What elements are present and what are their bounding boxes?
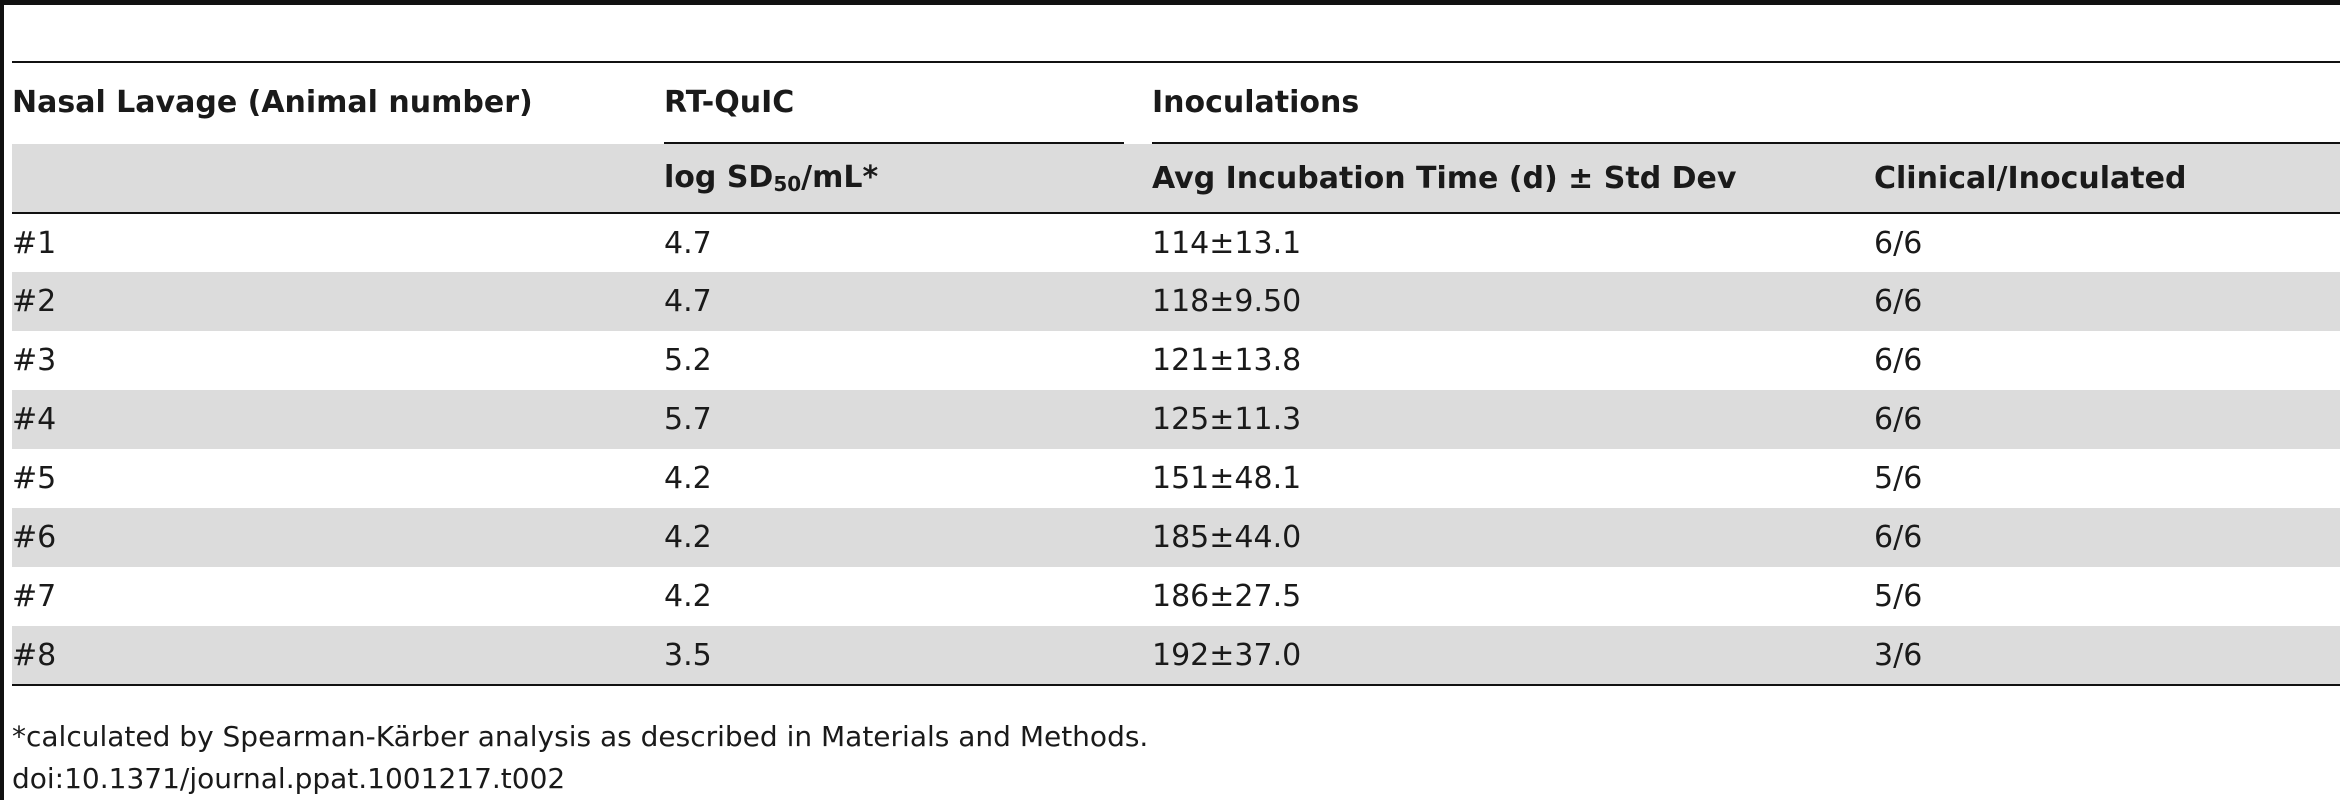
header-empty-cell — [12, 144, 664, 213]
table-row: #7 4.2 186±27.5 5/6 — [12, 567, 2340, 626]
header-rt-quic-group: RT-QuIC — [664, 62, 1152, 144]
cell-log-sd: 4.2 — [664, 461, 712, 496]
cell-log-sd: 4.2 — [664, 520, 712, 555]
cell-incubation: 114±13.1 — [1152, 225, 1302, 261]
header-inoculations-group: Inoculations — [1152, 62, 2340, 144]
cell-clinical: 5/6 — [1874, 461, 1923, 496]
cell-log-sd: 5.7 — [664, 402, 712, 437]
header-log-sd-suffix: /mL* — [801, 160, 879, 195]
table-row: #8 3.5 192±37.0 3/6 — [12, 626, 2340, 685]
cell-animal: #5 — [12, 461, 57, 496]
cell-clinical: 6/6 — [1874, 520, 1923, 555]
header-log-sd: log SD50/mL* — [664, 144, 1152, 213]
cell-clinical: 6/6 — [1874, 284, 1923, 319]
cell-animal: #3 — [12, 343, 57, 378]
cell-log-sd: 3.5 — [664, 637, 712, 673]
cell-clinical: 6/6 — [1874, 402, 1923, 437]
top-rule — [0, 0, 2340, 5]
cell-animal: #2 — [12, 284, 57, 319]
left-rule — [0, 0, 4, 800]
cell-clinical: 3/6 — [1874, 637, 1923, 673]
cell-clinical: 6/6 — [1874, 343, 1923, 378]
table-row: #1 4.7 114±13.1 6/6 — [12, 213, 2340, 272]
cell-log-sd: 5.2 — [664, 343, 712, 378]
header-avg-incubation: Avg Incubation Time (d) ± Std Dev — [1152, 160, 1737, 196]
group-header-row: Nasal Lavage (Animal number) RT-QuIC Ino… — [12, 62, 2340, 144]
header-nasal-lavage: Nasal Lavage (Animal number) — [12, 85, 533, 120]
table-row: #6 4.2 185±44.0 6/6 — [12, 508, 2340, 567]
header-log-sd-subscript: 50 — [773, 172, 802, 196]
cell-clinical: 6/6 — [1874, 225, 1923, 261]
doi-link[interactable]: doi:10.1371/journal.ppat.1001217.t002 — [12, 762, 566, 795]
table-row: #3 5.2 121±13.8 6/6 — [12, 331, 2340, 390]
cell-log-sd: 4.7 — [664, 284, 712, 319]
cell-incubation: 185±44.0 — [1152, 520, 1302, 555]
cell-incubation: 186±27.5 — [1152, 579, 1302, 614]
cell-incubation: 151±48.1 — [1152, 461, 1302, 496]
cell-animal: #1 — [12, 225, 57, 261]
cell-incubation: 118±9.50 — [1152, 284, 1302, 319]
cell-animal: #8 — [12, 637, 57, 673]
header-rt-quic-label: RT-QuIC — [664, 85, 1124, 144]
cell-incubation: 192±37.0 — [1152, 637, 1302, 673]
table-row: #4 5.7 125±11.3 6/6 — [12, 390, 2340, 449]
header-log-sd-prefix: log SD — [664, 160, 774, 195]
cell-clinical: 5/6 — [1874, 579, 1923, 614]
cell-incubation: 125±11.3 — [1152, 402, 1302, 437]
header-clinical-inoculated: Clinical/Inoculated — [1874, 160, 2187, 196]
cell-animal: #4 — [12, 402, 57, 437]
header-inoculations-label: Inoculations — [1152, 85, 2340, 144]
cell-animal: #6 — [12, 520, 57, 555]
results-table: Nasal Lavage (Animal number) RT-QuIC Ino… — [12, 61, 2340, 686]
cell-log-sd: 4.7 — [664, 225, 712, 261]
table-row: #2 4.7 118±9.50 6/6 — [12, 272, 2340, 331]
table-row: #5 4.2 151±48.1 5/6 — [12, 449, 2340, 508]
cell-incubation: 121±13.8 — [1152, 343, 1302, 378]
column-header-row: log SD50/mL* Avg Incubation Time (d) ± S… — [12, 144, 2340, 213]
cell-animal: #7 — [12, 579, 57, 614]
table-footnote: *calculated by Spearman-Kärber analysis … — [12, 720, 1149, 753]
cell-log-sd: 4.2 — [664, 579, 712, 614]
